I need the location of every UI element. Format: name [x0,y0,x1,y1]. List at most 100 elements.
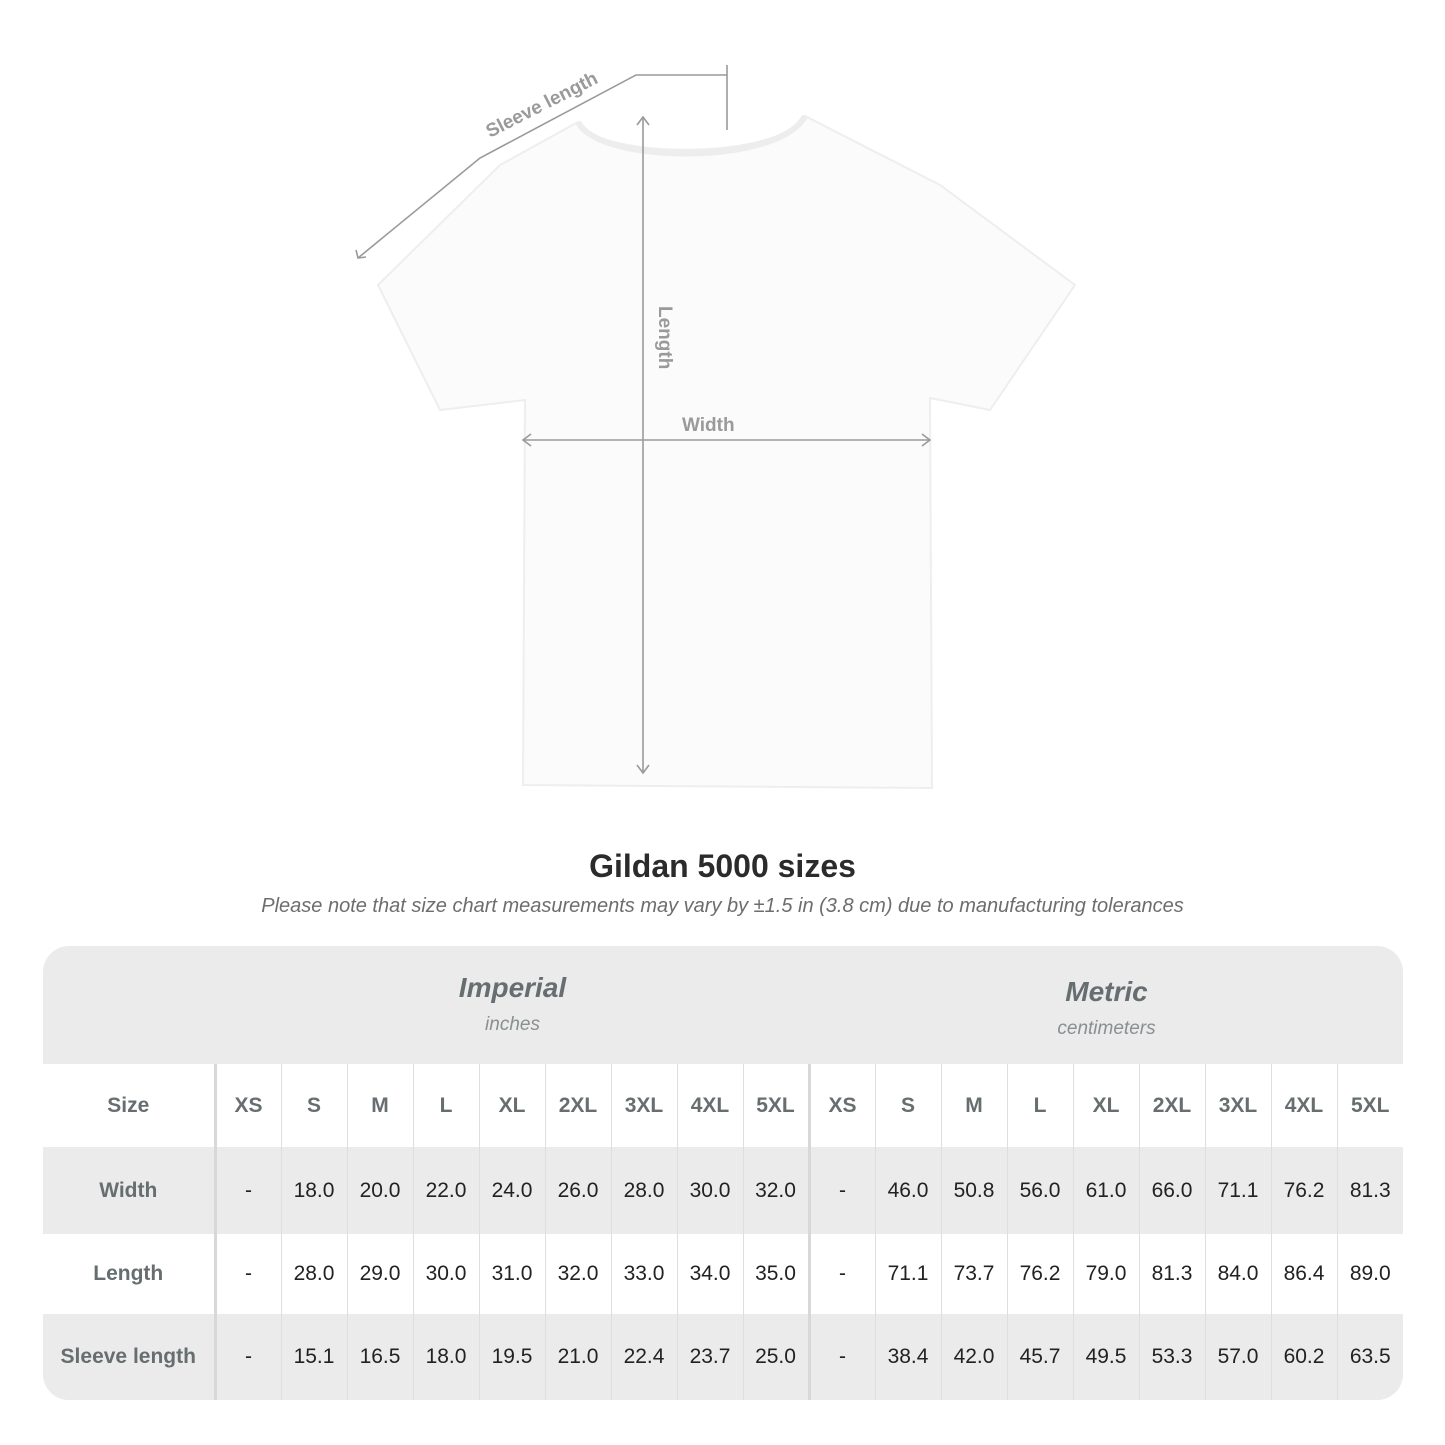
metric-size-3xl: 3XL [1204,1064,1271,1147]
imperial-size-s: S [280,1064,347,1147]
imperial-value: - [214,1314,281,1400]
metric-value: 86.4 [1270,1234,1337,1314]
metric-size-xl: XL [1072,1064,1139,1147]
metric-value: 66.0 [1138,1147,1205,1234]
metric-value: 42.0 [940,1314,1007,1400]
metric-value: 76.2 [1006,1234,1073,1314]
size-label: Size [43,1064,217,1147]
imperial-size-m: M [346,1064,413,1147]
imperial-value: 15.1 [280,1314,347,1400]
metric-header: Metric centimeters [810,946,1403,1064]
metric-value: 45.7 [1006,1314,1073,1400]
imperial-size-5xl: 5XL [742,1064,809,1147]
size-table: Imperial inches Metric centimeters Size X… [43,946,1403,1400]
metric-value: - [807,1314,875,1400]
imperial-value: 22.0 [412,1147,479,1234]
imperial-value: 18.0 [412,1314,479,1400]
page-title: Gildan 5000 sizes [589,848,856,884]
metric-value: 73.7 [940,1234,1007,1314]
imperial-size-3xl: 3XL [610,1064,677,1147]
metric-value: 60.2 [1270,1314,1337,1400]
metric-value: 61.0 [1072,1147,1139,1234]
metric-value: 81.3 [1336,1147,1403,1234]
imperial-value: 18.0 [280,1147,347,1234]
metric-value: 81.3 [1138,1234,1205,1314]
imperial-value: - [214,1234,281,1314]
tshirt-collar [575,114,808,157]
imperial-size-l: L [412,1064,479,1147]
metric-size-s: S [874,1064,941,1147]
imperial-value: 28.0 [610,1147,677,1234]
imperial-value: 32.0 [742,1147,809,1234]
imperial-value: 30.0 [676,1147,743,1234]
width-arrow-left [521,433,532,447]
table-row-sleeve-length: Sleeve length -15.1 16.5 18.0 19.5 21.0 22.4 23… [43,1314,1403,1400]
row-label: Width [43,1147,217,1234]
imperial-size-xl: XL [478,1064,545,1147]
metric-title: Metric [1065,976,1148,1007]
metric-value: 71.1 [1204,1147,1271,1234]
metric-value: 50.8 [940,1147,1007,1234]
metric-size-m: M [940,1064,1007,1147]
imperial-value: 35.0 [742,1234,809,1314]
imperial-value: 34.0 [676,1234,743,1314]
imperial-size-4xl: 4XL [676,1064,743,1147]
imperial-value: 25.0 [742,1314,809,1400]
size-header-row: Size XS S M L XL 2XL 3XL 4XL 5XL XS S M L XL 2XL 3XL 4XL 5… [43,1064,1403,1147]
metric-value: - [807,1147,875,1234]
imperial-value: 24.0 [478,1147,545,1234]
metric-value: 57.0 [1204,1314,1271,1400]
row-label: Length [43,1234,217,1314]
metric-size-5xl: 5XL [1336,1064,1403,1147]
metric-value: 76.2 [1270,1147,1337,1234]
imperial-unit: inches [485,1014,540,1035]
sleeve-length-line [357,74,727,259]
tolerance-note: Please note that size chart measurements… [261,895,1184,917]
size-grid: Size XS S M L XL 2XL 3XL 4XL 5XL XS S M L XL 2XL 3XL 4XL 5… [43,1064,1403,1400]
metric-unit: centimeters [1057,1018,1156,1039]
imperial-value: 31.0 [478,1234,545,1314]
length-arrow-top [636,115,650,126]
length-arrow-bottom [636,764,650,775]
metric-size-l: L [1006,1064,1073,1147]
metric-value: 71.1 [874,1234,941,1314]
metric-value: 79.0 [1072,1234,1139,1314]
imperial-title: Imperial [458,972,567,1003]
metric-value: 89.0 [1336,1234,1403,1314]
imperial-value: 28.0 [280,1234,347,1314]
length-label: Length [654,306,675,369]
imperial-size-2xl: 2XL [544,1064,611,1147]
metric-value: - [807,1234,875,1314]
imperial-value: 19.5 [478,1314,545,1400]
metric-size-4xl: 4XL [1270,1064,1337,1147]
imperial-value: 20.0 [346,1147,413,1234]
imperial-size-xs: XS [214,1064,281,1147]
metric-value: 38.4 [874,1314,941,1400]
imperial-value: 29.0 [346,1234,413,1314]
table-row-width: Width -18.0 20.0 22.0 24.0 26.0 28.0 30.0 32.0-4… [43,1147,1403,1234]
imperial-value: 33.0 [610,1234,677,1314]
table-row-length: Length -28.0 29.0 30.0 31.0 32.0 33.0 34.0 35.0-… [43,1234,1403,1314]
metric-value: 84.0 [1204,1234,1271,1314]
imperial-value: 22.4 [610,1314,677,1400]
tshirt-shape [376,114,1077,790]
imperial-value: 23.7 [676,1314,743,1400]
imperial-value: 21.0 [544,1314,611,1400]
imperial-value: - [214,1147,281,1234]
row-label: Sleeve length [43,1314,217,1400]
metric-size-2xl: 2XL [1138,1064,1205,1147]
width-arrow-right [921,433,932,447]
imperial-header: Imperial inches [215,946,810,1064]
metric-value: 53.3 [1138,1314,1205,1400]
metric-value: 46.0 [874,1147,941,1234]
imperial-value: 30.0 [412,1234,479,1314]
imperial-value: 16.5 [346,1314,413,1400]
width-label: Width [682,415,735,436]
tshirt-diagram: Sleeve length Length Width [355,65,1077,790]
metric-value: 49.5 [1072,1314,1139,1400]
metric-size-xs: XS [807,1064,875,1147]
sleeve-arrow-head [355,249,367,259]
imperial-value: 26.0 [544,1147,611,1234]
imperial-value: 32.0 [544,1234,611,1314]
metric-value: 63.5 [1336,1314,1403,1400]
